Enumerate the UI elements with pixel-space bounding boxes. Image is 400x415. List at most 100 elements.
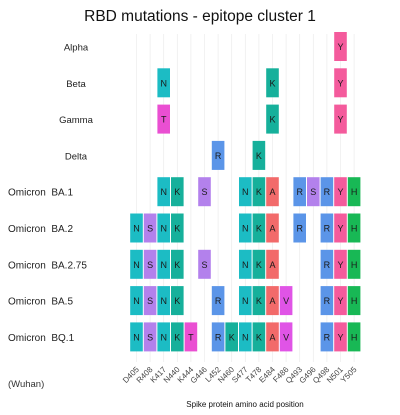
mutation-label: N <box>133 332 140 342</box>
mutation-label: S <box>201 260 207 270</box>
mutation-cell <box>266 104 279 134</box>
mutation-cell <box>279 286 293 316</box>
mutation-cell <box>239 286 252 316</box>
mutation-cell <box>320 213 334 243</box>
mutation-label: R <box>324 332 331 342</box>
mutation-label: N <box>160 78 167 88</box>
x-axis-label: Spike protein amino acid position <box>186 400 303 409</box>
mutation-cell <box>157 213 170 243</box>
mutation-label: N <box>242 224 249 234</box>
mutation-label: N <box>160 260 167 270</box>
mutation-cell <box>293 213 306 243</box>
mutation-cell <box>334 322 347 352</box>
mutation-label: Y <box>337 115 343 125</box>
mutation-label: Y <box>337 78 343 88</box>
variant-label: Alpha <box>64 43 89 54</box>
mutation-label: K <box>174 224 180 234</box>
mutation-label: T <box>188 332 194 342</box>
mutation-cell <box>157 322 170 352</box>
mutation-cell <box>171 249 184 279</box>
mutation-cells: YN K YT K YR KN K S N K A R S R Y HN S N K N K A R R Y HN S N K S N K A R… <box>130 32 361 352</box>
variant-label: Omicron BA.2 <box>8 224 73 235</box>
mutation-cell <box>266 322 279 352</box>
mutation-cell <box>347 322 361 352</box>
mutation-cell <box>157 68 170 98</box>
mutation-label: K <box>256 224 262 234</box>
mutation-cell <box>157 177 170 207</box>
mutation-cell <box>157 104 170 134</box>
mutation-label: N <box>160 187 167 197</box>
mutation-cell <box>225 322 238 352</box>
mutation-cell <box>184 322 198 352</box>
mutation-cell <box>143 249 157 279</box>
mutation-cell <box>266 68 279 98</box>
mutation-label: K <box>256 260 262 270</box>
mutation-label: S <box>147 296 153 306</box>
mutation-cell <box>211 286 225 316</box>
mutation-cell <box>252 140 266 170</box>
mutation-label: K <box>174 260 180 270</box>
mutation-label: R <box>324 187 331 197</box>
mutation-cell <box>334 249 347 279</box>
mutation-cell <box>157 286 170 316</box>
mutation-label: N <box>160 332 167 342</box>
wuhan-label: (Wuhan) <box>8 379 44 390</box>
mutation-cell <box>320 249 334 279</box>
mutation-label: N <box>242 296 249 306</box>
mutation-label: R <box>215 332 222 342</box>
chart-title: RBD mutations - epitope cluster 1 <box>84 8 316 25</box>
mutation-cell <box>198 177 211 207</box>
mutation-cell <box>239 249 252 279</box>
mutation-label: R <box>324 224 331 234</box>
mutation-cell <box>239 213 252 243</box>
mutation-label: K <box>256 296 262 306</box>
x-axis-tick-labels: D405R408K417N440K444G446L452N460S477T478… <box>121 365 359 386</box>
mutation-label: H <box>351 187 358 197</box>
mutation-cell <box>334 286 347 316</box>
mutation-label: Y <box>337 296 343 306</box>
mutation-cell <box>143 322 157 352</box>
mutation-label: Y <box>337 42 343 52</box>
mutation-cell <box>347 213 361 243</box>
variant-labels: Alpha Beta Gamma Delta Omicron BA.1 Omicron B… <box>8 43 94 344</box>
mutation-cell <box>130 286 143 316</box>
mutation-cell <box>130 249 143 279</box>
mutation-label: K <box>256 151 262 161</box>
mutation-cell <box>171 286 184 316</box>
mutation-cell <box>130 213 143 243</box>
mutation-label: N <box>160 224 167 234</box>
mutation-label: Y <box>337 332 343 342</box>
mutation-label: S <box>147 224 153 234</box>
mutation-cell <box>211 140 225 170</box>
mutation-cell <box>211 322 225 352</box>
mutation-label: K <box>269 115 275 125</box>
mutation-cell <box>279 322 293 352</box>
mutation-cell <box>266 213 279 243</box>
mutation-label: K <box>174 332 180 342</box>
mutation-cell <box>171 177 184 207</box>
variant-label: Beta <box>66 79 86 90</box>
mutation-cell <box>347 177 361 207</box>
mutation-cell <box>252 177 266 207</box>
mutation-cell <box>266 249 279 279</box>
mutation-cell <box>320 322 334 352</box>
variant-label: Omicron BA.2.75 <box>8 260 87 271</box>
mutation-label: S <box>201 187 207 197</box>
mutation-label: R <box>215 296 222 306</box>
mutation-cell <box>334 32 347 61</box>
mutation-label: K <box>256 187 262 197</box>
mutation-label: N <box>242 187 249 197</box>
mutation-cell <box>143 286 157 316</box>
mutation-label: H <box>351 224 358 234</box>
mutation-label: R <box>324 296 331 306</box>
mutation-label: N <box>242 260 249 270</box>
mutation-cell <box>347 286 361 316</box>
mutation-cell <box>157 249 170 279</box>
mutation-cell <box>130 322 143 352</box>
mutation-cell <box>266 177 279 207</box>
mutation-label: Y <box>337 260 343 270</box>
mutation-cell <box>334 104 347 134</box>
mutation-label: S <box>147 260 153 270</box>
mutation-cell <box>320 177 334 207</box>
mutation-cell <box>198 249 211 279</box>
